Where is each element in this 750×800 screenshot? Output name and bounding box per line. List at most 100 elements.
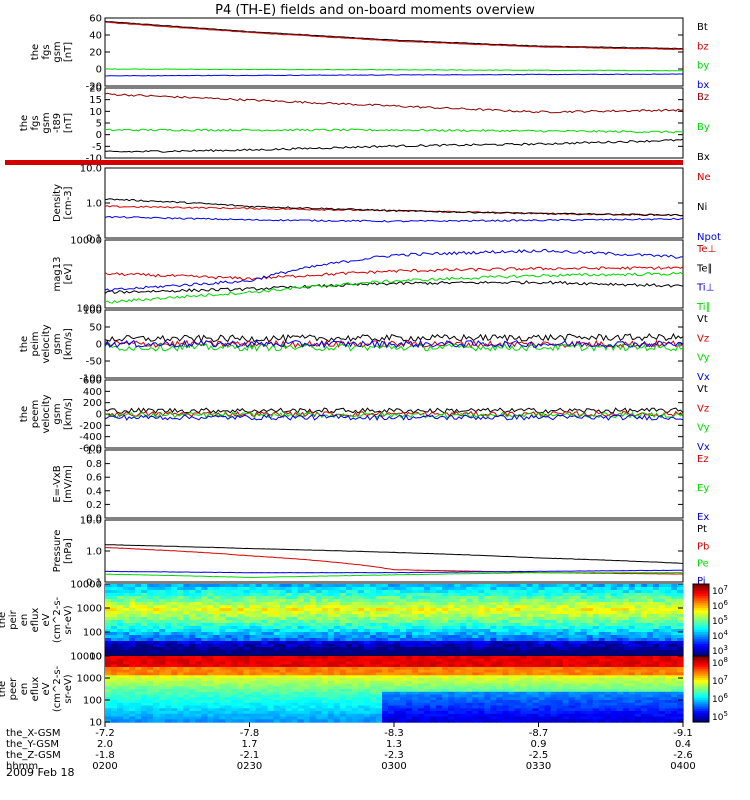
heat-cell (189, 708, 196, 712)
heat-cell (117, 602, 124, 606)
heat-cell (369, 719, 377, 723)
heat-cell (628, 596, 636, 600)
heat-cell (388, 590, 395, 594)
heat-cell (243, 590, 251, 594)
heat-cell (658, 656, 666, 660)
heat-cell (171, 658, 178, 663)
legend-label: Ey (697, 483, 709, 494)
heat-cell (321, 635, 329, 639)
heat-cell (291, 686, 299, 690)
heat-cell (339, 678, 347, 682)
heat-cell (123, 653, 130, 657)
heat-cell (327, 708, 335, 712)
heat-cell (677, 678, 684, 682)
heat-cell (141, 656, 148, 660)
heat-cell (261, 617, 269, 621)
heat-cell (508, 641, 515, 645)
heat-cell (261, 711, 269, 715)
heat-cell (273, 697, 281, 701)
heat-cell (646, 599, 654, 603)
heat-cell (664, 686, 672, 690)
heat-cell (243, 691, 251, 696)
heat-cell (315, 614, 323, 618)
heat-cell (285, 669, 293, 674)
heat-cell (117, 608, 124, 612)
series-line-Vx (104, 339, 684, 349)
heat-cell (159, 641, 166, 645)
heat-cell (526, 708, 534, 712)
heat-cell (664, 638, 672, 642)
heat-cell (189, 587, 196, 591)
heat-cell (568, 623, 576, 627)
heat-cell (117, 697, 124, 701)
heat-cell (159, 708, 166, 712)
heat-cell (363, 608, 371, 612)
heat-cell (117, 678, 124, 682)
heat-cell (586, 683, 594, 687)
heat-cell (171, 638, 178, 642)
heat-cell (406, 669, 413, 674)
heat-cell (388, 700, 395, 704)
heat-cell (496, 605, 503, 609)
heat-cell (442, 716, 449, 720)
heat-cell (369, 602, 377, 606)
heat-cell (165, 716, 172, 720)
heat-cell (604, 635, 612, 639)
x-row-label: the_X-GSM (6, 728, 60, 739)
heat-cell (219, 587, 226, 591)
heat-cell (418, 593, 425, 597)
heat-cell (183, 608, 190, 612)
heat-cell (219, 629, 226, 633)
heat-cell (117, 689, 124, 693)
heat-cell (598, 711, 606, 715)
heat-cell (436, 713, 443, 718)
heat-cell (303, 664, 311, 668)
heat-cell (273, 656, 281, 660)
heat-cell (460, 669, 467, 674)
heat-cell (339, 605, 347, 609)
heat-cell (484, 678, 491, 682)
heat-cell (165, 596, 172, 600)
heat-cell (333, 664, 341, 668)
heat-cell (598, 584, 606, 588)
y-tick-label: 100 (83, 306, 102, 317)
heat-cell (634, 667, 642, 671)
heat-cell (363, 672, 371, 676)
heat-cell (436, 647, 443, 651)
heat-cell (610, 672, 618, 676)
heat-cell (225, 719, 232, 723)
heat-cell (195, 629, 202, 633)
heat-cell (580, 632, 588, 636)
heat-cell (436, 644, 443, 648)
heat-cell (652, 705, 660, 709)
heat-cell (279, 678, 287, 682)
heat-cell (333, 617, 341, 621)
heat-cell (315, 620, 323, 624)
y-axis-label: gsm (52, 41, 63, 62)
heat-cell (532, 647, 540, 651)
heat-cell (237, 596, 245, 600)
heat-cell (556, 596, 564, 600)
heat-cell (592, 584, 600, 588)
heat-cell (556, 691, 564, 696)
heat-cell (502, 635, 509, 639)
heat-cell (460, 716, 467, 720)
heat-cell (508, 635, 515, 639)
heat-cell (520, 620, 527, 624)
series-line-Vx (104, 414, 684, 421)
heat-cell (616, 602, 624, 606)
heat-cell (189, 719, 196, 723)
heat-cell (207, 661, 214, 665)
heat-cell (466, 617, 473, 621)
heat-cell (526, 661, 534, 665)
heat-cell (677, 605, 684, 609)
heat-cell (207, 590, 214, 594)
heat-cell (430, 587, 437, 591)
heat-cell (147, 608, 154, 612)
heat-cell (610, 602, 618, 606)
heat-cell (267, 596, 275, 600)
heat-cell (478, 689, 485, 693)
heat-cell (454, 653, 461, 657)
heat-cell (123, 584, 130, 588)
